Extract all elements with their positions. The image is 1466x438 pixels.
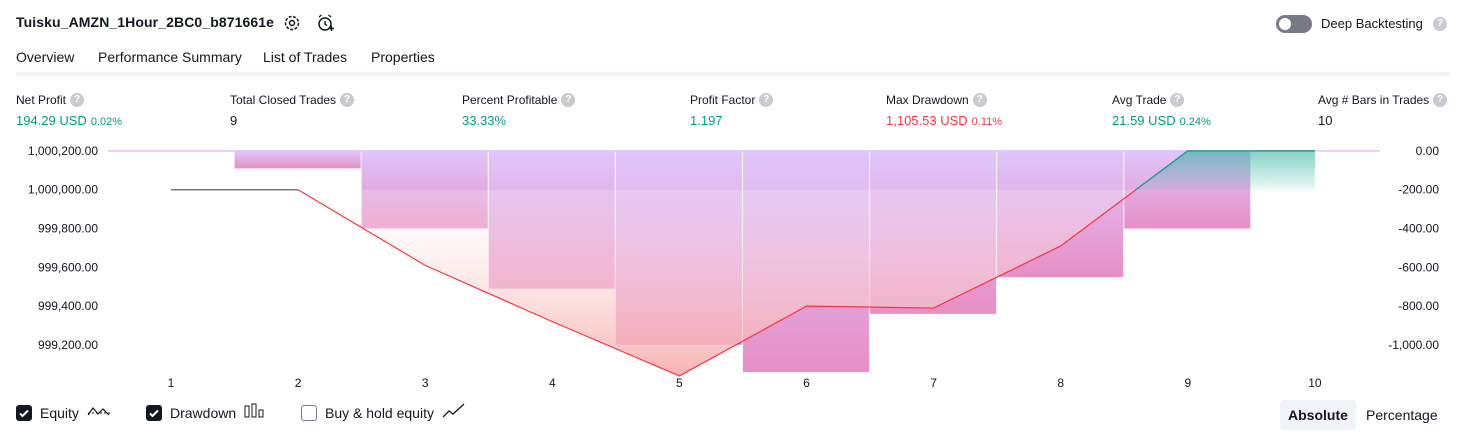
stat-label: Net Profit xyxy=(16,93,67,107)
percentage-toggle-button[interactable]: Percentage xyxy=(1366,407,1438,423)
left-axis-tick-label: 999,600.00 xyxy=(38,260,98,274)
right-axis-tick-label: -200.00 xyxy=(1398,183,1439,197)
info-icon[interactable]: ? xyxy=(759,93,774,107)
tab-list-of-trades[interactable]: List of Trades xyxy=(263,49,348,65)
x-axis-tick-label: 1 xyxy=(168,376,175,390)
deep-backtesting-label: Deep Backtesting xyxy=(1321,16,1423,31)
legend-label: Drawdown xyxy=(170,404,237,421)
legend-drawdown[interactable]: Drawdown xyxy=(146,403,266,422)
drawdown-bar xyxy=(234,150,361,169)
stat-value: 21.59 USD xyxy=(1112,113,1176,128)
x-axis-tick-label: 8 xyxy=(1057,376,1064,390)
equity-drawdown-area xyxy=(298,189,1136,376)
stat-label: Profit Factor xyxy=(690,93,756,107)
stat-value: 10 xyxy=(1318,113,1333,128)
stat-label: Avg # Bars in Trades xyxy=(1318,93,1430,107)
x-axis-tick-label: 4 xyxy=(549,376,556,390)
equity-drawdown-chart[interactable]: 1,000,200.00 1,000,000.00 999,800.00 999,60… xyxy=(0,138,1466,398)
stat-value: 1.197 xyxy=(690,113,723,128)
info-icon[interactable]: ? xyxy=(561,93,576,107)
checkbox-checked-icon[interactable] xyxy=(16,404,32,421)
left-axis-tick-label: 1,000,000.00 xyxy=(28,183,98,197)
stat-profit-factor: Profit Factor? 1.197 xyxy=(690,93,774,128)
stat-label: Percent Profitable xyxy=(462,93,558,107)
tab-performance-summary[interactable]: Performance Summary xyxy=(98,49,242,65)
checkbox-checked-icon[interactable] xyxy=(146,404,162,421)
equity-profit-area xyxy=(1135,150,1315,190)
stat-value: 194.29 USD xyxy=(16,113,87,128)
tab-properties[interactable]: Properties xyxy=(371,49,435,65)
tabs-divider xyxy=(16,72,1450,76)
stat-value: 1,105.53 USD xyxy=(886,113,968,128)
stat-label: Total Closed Trades xyxy=(230,93,337,107)
help-icon[interactable]: ? xyxy=(1433,17,1447,31)
stat-avg-bars-in-trades: Avg # Bars in Trades? 10 xyxy=(1318,93,1448,128)
left-axis-tick-label: 999,200.00 xyxy=(38,338,98,352)
right-axis-tick-label: 0.00 xyxy=(1416,144,1440,158)
stat-percent: 0.24% xyxy=(1179,116,1211,128)
right-axis-tick-label: -400.00 xyxy=(1398,222,1439,236)
absolute-toggle-button[interactable]: Absolute xyxy=(1280,400,1356,430)
x-axis-tick-label: 9 xyxy=(1184,376,1191,390)
right-axis-tick-label: -1,000.00 xyxy=(1388,338,1439,352)
left-axis-tick-label: 1,000,200.00 xyxy=(28,144,98,158)
drawdown-bars-icon xyxy=(244,403,266,422)
stat-avg-trade: Avg Trade? 21.59 USD 0.24% xyxy=(1112,93,1211,128)
info-icon[interactable]: ? xyxy=(70,93,85,107)
info-icon[interactable]: ? xyxy=(972,93,987,107)
settings-gear-icon[interactable] xyxy=(282,13,302,33)
info-icon[interactable]: ? xyxy=(1433,93,1448,107)
buy-hold-line-icon xyxy=(442,403,466,422)
stat-net-profit: Net Profit? 194.29 USD 0.02% xyxy=(16,93,122,128)
left-axis-tick-label: 999,400.00 xyxy=(38,299,98,313)
right-axis-tick-label: -600.00 xyxy=(1398,260,1439,274)
stat-percent: 0.11% xyxy=(971,116,1003,128)
info-icon[interactable]: ? xyxy=(340,93,355,107)
x-axis-tick-label: 5 xyxy=(676,376,683,390)
report-tabs: Overview Performance Summary List of Tra… xyxy=(0,44,1466,76)
add-alert-clock-icon[interactable] xyxy=(316,13,336,33)
stat-max-drawdown: Max Drawdown? 1,105.53 USD 0.11% xyxy=(886,93,1002,128)
legend-buy-hold-equity[interactable]: Buy & hold equity xyxy=(301,403,466,422)
stat-label: Max Drawdown xyxy=(886,93,969,107)
checkbox-unchecked-icon[interactable] xyxy=(301,404,317,421)
equity-line-positive xyxy=(1135,150,1315,191)
x-axis-tick-label: 3 xyxy=(422,376,429,390)
strategy-title: Tuisku_AMZN_1Hour_2BC0_b871661e xyxy=(16,14,275,30)
legend-label: Buy & hold equity xyxy=(325,404,434,421)
deep-backtesting-toggle[interactable] xyxy=(1276,15,1312,33)
x-axis-tick-label: 10 xyxy=(1308,376,1322,390)
x-axis-tick-label: 7 xyxy=(930,376,937,390)
legend-label: Equity xyxy=(40,404,79,421)
stat-value: 9 xyxy=(230,113,238,128)
info-icon[interactable]: ? xyxy=(1170,93,1185,107)
stat-percent-profitable: Percent Profitable? 33.33% xyxy=(462,93,576,128)
stat-value: 33.33% xyxy=(462,113,507,128)
x-axis-tick-label: 6 xyxy=(803,376,810,390)
stat-total-closed-trades: Total Closed Trades? 9 xyxy=(230,93,355,128)
equity-line-icon xyxy=(87,403,111,422)
x-axis-tick-label: 2 xyxy=(295,376,302,390)
stat-percent: 0.02% xyxy=(90,116,123,128)
legend-equity[interactable]: Equity xyxy=(16,403,111,422)
stat-label: Avg Trade xyxy=(1112,93,1167,107)
left-axis-tick-label: 999,800.00 xyxy=(38,222,98,236)
equity-line xyxy=(297,189,1137,377)
report-header: Tuisku_AMZN_1Hour_2BC0_b871661e Deep Bac… xyxy=(0,0,1466,44)
right-axis-tick-label: -800.00 xyxy=(1398,299,1439,313)
